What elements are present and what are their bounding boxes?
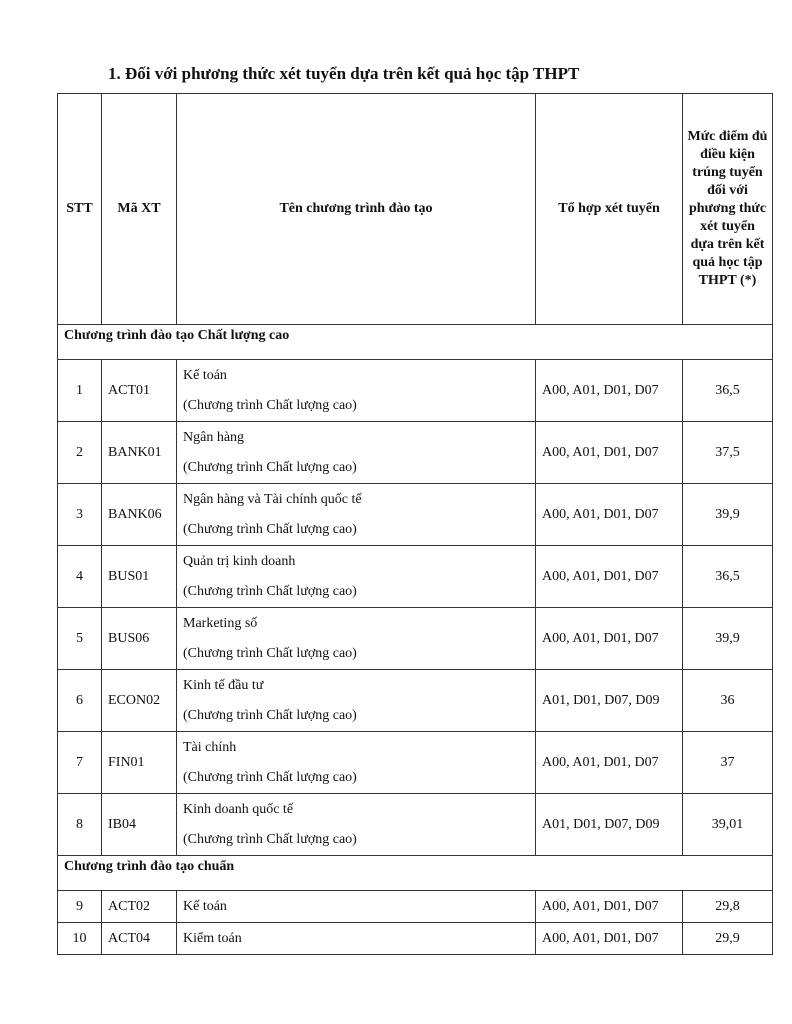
header-code: Mã XT (101, 93, 177, 325)
program-note: (Chương trình Chất lượng cao) (183, 708, 357, 723)
section-title: Chương trình đào tạo Chất lượng cao (57, 324, 773, 360)
table-row: 4 BUS01 Quản trị kinh doanh (Chương trình C… (57, 545, 773, 608)
table-row: 9 ACT02 Kế toán A00, A01, D01, D07 29,8 (57, 890, 773, 923)
cell-combination: A00, A01, D01, D07 (535, 890, 683, 923)
cell-score: 39,9 (682, 607, 773, 670)
cell-program-name: Kế toán (Chương trình Chất lượng cao) (176, 359, 536, 422)
cell-stt: 7 (57, 731, 102, 794)
header-combination: Tổ hợp xét tuyển (535, 93, 683, 325)
cell-program-name: Kinh tế đầu tư (Chương trình Chất lượng c… (176, 669, 536, 732)
program-note: (Chương trình Chất lượng cao) (183, 646, 357, 661)
program-note: (Chương trình Chất lượng cao) (183, 770, 357, 785)
cell-score: 29,9 (682, 922, 773, 955)
cell-score: 36 (682, 669, 773, 732)
section-title: Chương trình đào tạo chuẩn (57, 855, 773, 891)
header-program-name: Tên chương trình đào tạo (176, 93, 536, 325)
cell-code: BANK06 (101, 483, 177, 546)
cell-score: 36,5 (682, 545, 773, 608)
cell-program-name: Kiểm toán (176, 922, 536, 955)
program-name: Kinh tế đầu tư (183, 678, 264, 693)
cell-program-name: Kế toán (176, 890, 536, 923)
table-row: 6 ECON02 Kinh tế đầu tư (Chương trình Chất … (57, 669, 773, 732)
cell-program-name: Ngân hàng và Tài chính quốc tế (Chương tr… (176, 483, 536, 546)
cell-code: BUS06 (101, 607, 177, 670)
section-heading: 1. Đối với phương thức xét tuyển dựa trê… (108, 64, 580, 83)
table-row: 3 BANK06 Ngân hàng và Tài chính quốc tế (Ch… (57, 483, 773, 546)
cell-stt: 6 (57, 669, 102, 732)
program-name: Kinh doanh quốc tế (183, 802, 294, 817)
cell-program-name: Quản trị kinh doanh (Chương trình Chất lư… (176, 545, 536, 608)
program-note: (Chương trình Chất lượng cao) (183, 460, 357, 475)
cell-program-name: Tài chính (Chương trình Chất lượng cao) (176, 731, 536, 794)
cell-program-name: Ngân hàng (Chương trình Chất lượng cao) (176, 421, 536, 484)
cell-combination: A00, A01, D01, D07 (535, 359, 683, 422)
cell-code: ACT01 (101, 359, 177, 422)
cell-code: FIN01 (101, 731, 177, 794)
program-name: Ngân hàng và Tài chính quốc tế (183, 492, 362, 507)
cell-score: 37 (682, 731, 773, 794)
cell-stt: 3 (57, 483, 102, 546)
program-name: Quản trị kinh doanh (183, 554, 296, 569)
cell-combination: A00, A01, D01, D07 (535, 421, 683, 484)
header-stt: STT (57, 93, 102, 325)
section-row: Chương trình đào tạo Chất lượng cao (57, 324, 773, 360)
cell-stt: 8 (57, 793, 102, 856)
cell-code: ACT02 (101, 890, 177, 923)
cell-code: BANK01 (101, 421, 177, 484)
cell-score: 36,5 (682, 359, 773, 422)
cell-combination: A01, D01, D07, D09 (535, 793, 683, 856)
program-note: (Chương trình Chất lượng cao) (183, 522, 357, 537)
cell-combination: A00, A01, D01, D07 (535, 607, 683, 670)
table-row: 1 ACT01 Kế toán (Chương trình Chất lượng ca… (57, 359, 773, 422)
cell-code: ACT04 (101, 922, 177, 955)
cell-code: BUS01 (101, 545, 177, 608)
program-name: Ngân hàng (183, 430, 245, 445)
header-score: Mức điểm đủ điều kiện trúng tuyển đối vớ… (682, 93, 773, 325)
table-header-row: STT Mã XT Tên chương trình đào tạo Tổ hợ… (57, 93, 773, 325)
section-row: Chương trình đào tạo chuẩn (57, 855, 773, 891)
cell-score: 29,8 (682, 890, 773, 923)
cell-score: 39,01 (682, 793, 773, 856)
program-name: Marketing số (183, 616, 258, 631)
table-row: 5 BUS06 Marketing số (Chương trình Chất lượ… (57, 607, 773, 670)
cell-program-name: Marketing số (Chương trình Chất lượng cao… (176, 607, 536, 670)
table-row: 7 FIN01 Tài chính (Chương trình Chất lượng … (57, 731, 773, 794)
admission-score-table: STT Mã XT Tên chương trình đào tạo Tổ hợ… (57, 93, 773, 955)
cell-code: IB04 (101, 793, 177, 856)
program-note: (Chương trình Chất lượng cao) (183, 584, 357, 599)
table-row: 10 ACT04 Kiểm toán A00, A01, D01, D07 29,9 (57, 922, 773, 955)
program-name: Kế toán (183, 898, 227, 914)
cell-program-name: Kinh doanh quốc tế (Chương trình Chất lượ… (176, 793, 536, 856)
cell-code: ECON02 (101, 669, 177, 732)
program-name: Kiểm toán (183, 930, 242, 946)
cell-stt: 5 (57, 607, 102, 670)
program-note: (Chương trình Chất lượng cao) (183, 832, 357, 847)
cell-stt: 4 (57, 545, 102, 608)
cell-stt: 9 (57, 890, 102, 923)
program-name: Tài chính (183, 740, 237, 755)
cell-combination: A00, A01, D01, D07 (535, 731, 683, 794)
cell-combination: A00, A01, D01, D07 (535, 483, 683, 546)
cell-stt: 10 (57, 922, 102, 955)
cell-score: 37,5 (682, 421, 773, 484)
cell-combination: A00, A01, D01, D07 (535, 545, 683, 608)
cell-score: 39,9 (682, 483, 773, 546)
cell-combination: A00, A01, D01, D07 (535, 922, 683, 955)
cell-combination: A01, D01, D07, D09 (535, 669, 683, 732)
cell-stt: 2 (57, 421, 102, 484)
program-note: (Chương trình Chất lượng cao) (183, 398, 357, 413)
cell-stt: 1 (57, 359, 102, 422)
program-name: Kế toán (183, 368, 227, 383)
table-row: 2 BANK01 Ngân hàng (Chương trình Chất lượng… (57, 421, 773, 484)
table-row: 8 IB04 Kinh doanh quốc tế (Chương trình Chấ… (57, 793, 773, 856)
